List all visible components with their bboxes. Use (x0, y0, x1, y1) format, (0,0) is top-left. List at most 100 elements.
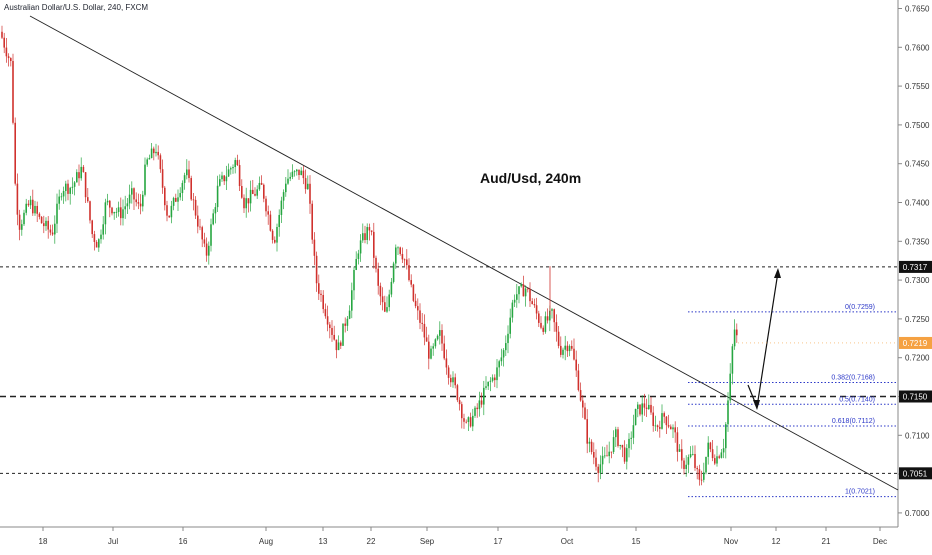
candle-body (161, 169, 164, 188)
candle-body (122, 209, 124, 219)
candle-body (417, 306, 419, 311)
candle-body (155, 151, 157, 154)
candle-body (298, 169, 300, 176)
candle-body (634, 408, 637, 426)
candle-body (689, 454, 692, 458)
candle-body (128, 194, 131, 204)
level-price-tag: 0.7051 (899, 467, 932, 480)
candle-body (571, 345, 573, 349)
candle-body (392, 263, 395, 282)
candle-body (282, 192, 285, 201)
candle-body (93, 234, 96, 242)
candle-body (703, 472, 705, 480)
candle-body (256, 189, 258, 196)
candle-body (25, 203, 27, 213)
candle-body (133, 188, 135, 200)
candle-body (681, 449, 683, 461)
candle-body (661, 413, 663, 429)
candle-body (472, 415, 474, 427)
candle-body (388, 294, 390, 308)
candle-body (205, 243, 208, 256)
candle-body (502, 350, 505, 358)
level-tag-bg (899, 467, 932, 480)
candle-body (280, 200, 283, 215)
fib-level-label: 1(0.7021) (845, 489, 875, 496)
candle-body (485, 386, 487, 388)
candle-body (183, 175, 186, 183)
candle-body (5, 47, 8, 57)
candle-body (179, 193, 181, 198)
candle-body (340, 342, 342, 346)
candle-body (447, 367, 450, 378)
chart-title: Aud/Usd, 240m (480, 170, 582, 186)
candle-body (181, 182, 184, 194)
candle-body (271, 230, 274, 240)
candle-body (524, 288, 527, 297)
candle-body (346, 318, 349, 326)
candle-body (414, 300, 417, 307)
projection-path (747, 271, 779, 410)
candle-body (326, 316, 329, 325)
candle-body (399, 247, 401, 254)
fib-level-label: 0(0.7259) (845, 304, 875, 311)
candle-body (619, 444, 621, 446)
level-tag-label: 0.7051 (903, 469, 928, 478)
candle-body (370, 230, 373, 232)
candle-body (159, 155, 162, 170)
candle-body (516, 294, 518, 300)
candle-body (322, 295, 324, 310)
candle-body (632, 425, 635, 438)
candle-body (368, 227, 371, 231)
candle-body (736, 329, 738, 336)
candle-body (463, 418, 465, 422)
x-tick-label: Dec (873, 537, 887, 546)
candle-body (562, 349, 564, 355)
candle-body (549, 310, 551, 321)
candle-body (467, 417, 470, 423)
candle-body (315, 255, 318, 284)
candle-body (573, 348, 575, 360)
candle-body (166, 205, 168, 216)
candle-body (304, 178, 307, 190)
candle-body (546, 316, 549, 321)
x-tick-label: Oct (561, 537, 574, 546)
candle-body (186, 169, 188, 176)
candle-body (445, 358, 448, 368)
candle-body (509, 317, 511, 334)
candle-body (718, 456, 720, 458)
y-tick-label: 0.7250 (905, 315, 930, 324)
candle-body (115, 211, 118, 213)
candle-body (707, 442, 709, 457)
candle-body (351, 290, 353, 311)
candle-body (357, 253, 360, 259)
candle-body (333, 334, 335, 340)
candle-body (144, 164, 146, 195)
candle-body (384, 302, 386, 312)
candle-body (733, 329, 736, 347)
instrument-label: Australian Dollar/U.S. Dollar, 240, FXCM (4, 3, 149, 12)
candle-body (337, 342, 340, 351)
candle-body (300, 170, 302, 176)
candle-body (91, 220, 93, 235)
candle-body (593, 452, 595, 458)
candle-body (597, 466, 599, 473)
candle-body (238, 165, 241, 187)
x-tick-label: 18 (39, 537, 48, 546)
candle-body (47, 220, 49, 230)
candle-body (553, 309, 555, 323)
candle-body (373, 231, 375, 258)
candle-body (674, 427, 676, 433)
candle-body (428, 341, 430, 359)
x-tick-label: 21 (822, 537, 831, 546)
candle-body (104, 202, 107, 225)
candle-body (168, 215, 170, 218)
candle-body (267, 211, 269, 215)
y-tick-label: 0.7500 (905, 121, 930, 130)
candle-body (148, 158, 151, 160)
candle-body (465, 421, 467, 423)
candle-body (164, 187, 166, 206)
candle-body (555, 322, 558, 332)
fib-level-label: 0.5(0.7140) (839, 396, 875, 403)
candle-body (260, 182, 263, 185)
